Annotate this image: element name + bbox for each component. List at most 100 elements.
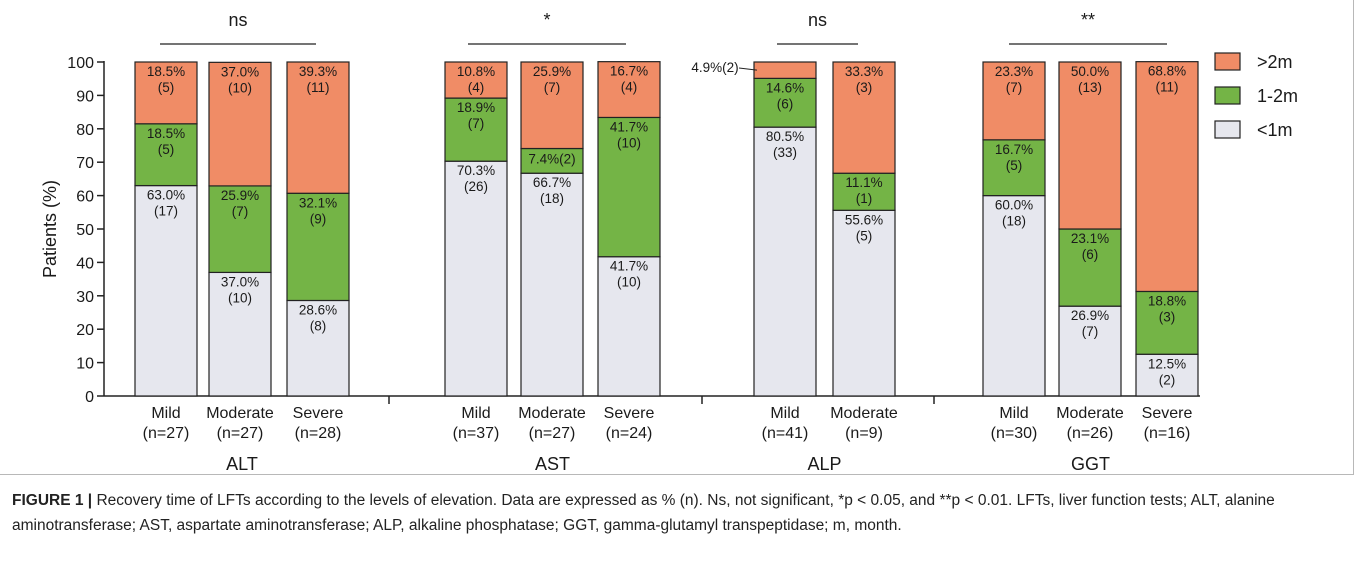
- legend-swatch: [1214, 52, 1241, 71]
- figure-label: FIGURE 1 |: [12, 492, 93, 509]
- data-label: 25.9%: [533, 64, 571, 79]
- y-tick-label: 60: [76, 189, 94, 206]
- bar-segment-1-2m: [1058, 228, 1122, 307]
- x-n-label: (n=37): [453, 425, 500, 442]
- data-count-label: (33): [773, 145, 797, 160]
- bar-segment-gt2m: [597, 61, 661, 119]
- data-count-label: (10): [617, 135, 641, 150]
- bar-segment-gt2m: [208, 61, 272, 187]
- figure-caption: FIGURE 1 | Recovery time of LFTs accordi…: [12, 488, 1342, 538]
- bar-segment-lt1m: [1135, 353, 1199, 397]
- callout-leader-line: [738, 67, 758, 71]
- x-category-label: Mild: [770, 405, 799, 422]
- x-n-label: (n=30): [991, 425, 1038, 442]
- data-count-label: (3): [856, 80, 873, 95]
- significance-label: *: [543, 10, 550, 30]
- data-label: 39.3%: [299, 64, 337, 79]
- data-label: 7.4%(2): [528, 152, 575, 167]
- bar-segment-lt1m: [1058, 305, 1122, 397]
- data-label: 12.5%: [1148, 356, 1186, 371]
- data-label: 41.7%: [610, 259, 648, 274]
- y-tick-label: 100: [67, 55, 94, 72]
- bar-segment-gt2m: [286, 61, 350, 194]
- y-tick-label: 90: [76, 88, 94, 105]
- bar-segment-gt2m: [832, 61, 896, 174]
- data-label: 26.9%: [1071, 308, 1109, 323]
- bar-segment-gt2m: [753, 61, 817, 79]
- data-count-label: (4): [468, 80, 485, 95]
- data-count-label: (9): [310, 211, 327, 226]
- y-tick-label: 20: [76, 322, 94, 339]
- data-count-label: (3): [1159, 309, 1176, 324]
- bar-segment-gt2m: [134, 61, 198, 125]
- data-count-label: (7): [232, 204, 249, 219]
- data-label: 33.3%: [845, 64, 883, 79]
- y-tick-label: 40: [76, 255, 94, 272]
- bar-segment-lt1m: [520, 172, 584, 397]
- data-label: 28.6%: [299, 302, 337, 317]
- data-count-label: (13): [1078, 80, 1102, 95]
- data-count-label: (5): [856, 228, 873, 243]
- x-n-label: (n=27): [143, 425, 190, 442]
- y-tick-label: 30: [76, 289, 94, 306]
- data-label-callout: 4.9%(2): [691, 60, 738, 75]
- data-label: 66.7%: [533, 175, 571, 190]
- data-count-label: (5): [158, 142, 175, 157]
- data-count-label: (10): [228, 290, 252, 305]
- data-count-label: (2): [1159, 372, 1176, 387]
- bar-segment-1-2m: [1135, 290, 1199, 355]
- legend-swatch: [1214, 120, 1241, 139]
- bar-segment-lt1m: [753, 126, 817, 397]
- data-count-label: (26): [464, 179, 488, 194]
- y-tick-label: 70: [76, 155, 94, 172]
- data-count-label: (5): [1006, 158, 1023, 173]
- significance-label: **: [1081, 10, 1095, 30]
- x-category-label: Severe: [1142, 405, 1193, 422]
- data-label: 25.9%: [221, 188, 259, 203]
- data-label: 37.0%: [221, 64, 259, 79]
- data-count-label: (18): [540, 191, 564, 206]
- bar-segment-lt1m: [597, 256, 661, 397]
- bar-segment-lt1m: [134, 184, 198, 397]
- bar-segment-1-2m: [444, 97, 508, 162]
- x-n-label: (n=27): [529, 425, 576, 442]
- data-label: 16.7%: [610, 64, 648, 79]
- bar-segment-gt2m: [520, 61, 584, 150]
- y-tick-label: 0: [85, 389, 94, 406]
- data-count-label: (7): [544, 80, 561, 95]
- data-label: 41.7%: [610, 119, 648, 134]
- data-label: 70.3%: [457, 163, 495, 178]
- x-category-label: Moderate: [206, 405, 274, 422]
- data-label: 63.0%: [147, 188, 185, 203]
- y-tick-label: 10: [76, 356, 94, 373]
- data-label: 68.8%: [1148, 64, 1186, 79]
- x-category-label: Moderate: [1056, 405, 1124, 422]
- data-label: 10.8%: [457, 64, 495, 79]
- data-count-label: (10): [617, 275, 641, 290]
- data-label: 16.7%: [995, 142, 1033, 157]
- data-count-label: (5): [158, 80, 175, 95]
- group-label: ALP: [807, 454, 841, 474]
- data-label: 11.1%: [845, 175, 882, 190]
- data-label: 23.3%: [995, 64, 1033, 79]
- x-n-label: (n=9): [845, 425, 883, 442]
- x-n-label: (n=26): [1067, 425, 1114, 442]
- x-n-label: (n=16): [1144, 425, 1191, 442]
- figure-frame: [0, 0, 1354, 475]
- group-label: GGT: [1071, 454, 1110, 474]
- data-count-label: (7): [1006, 80, 1023, 95]
- data-label: 50.0%: [1071, 64, 1109, 79]
- x-category-label: Severe: [293, 405, 344, 422]
- data-label: 80.5%: [766, 129, 804, 144]
- data-count-label: (11): [306, 80, 329, 95]
- data-label: 18.5%: [147, 64, 185, 79]
- legend-swatch: [1214, 86, 1241, 105]
- data-label: 32.1%: [299, 195, 337, 210]
- legend-label: <1m: [1257, 120, 1293, 140]
- data-count-label: (7): [468, 116, 485, 131]
- x-n-label: (n=24): [606, 425, 653, 442]
- x-category-label: Moderate: [518, 405, 586, 422]
- legend-label: 1-2m: [1257, 86, 1298, 106]
- data-count-label: (8): [310, 318, 327, 333]
- caption-text: Recovery time of LFTs according to the l…: [12, 492, 1275, 534]
